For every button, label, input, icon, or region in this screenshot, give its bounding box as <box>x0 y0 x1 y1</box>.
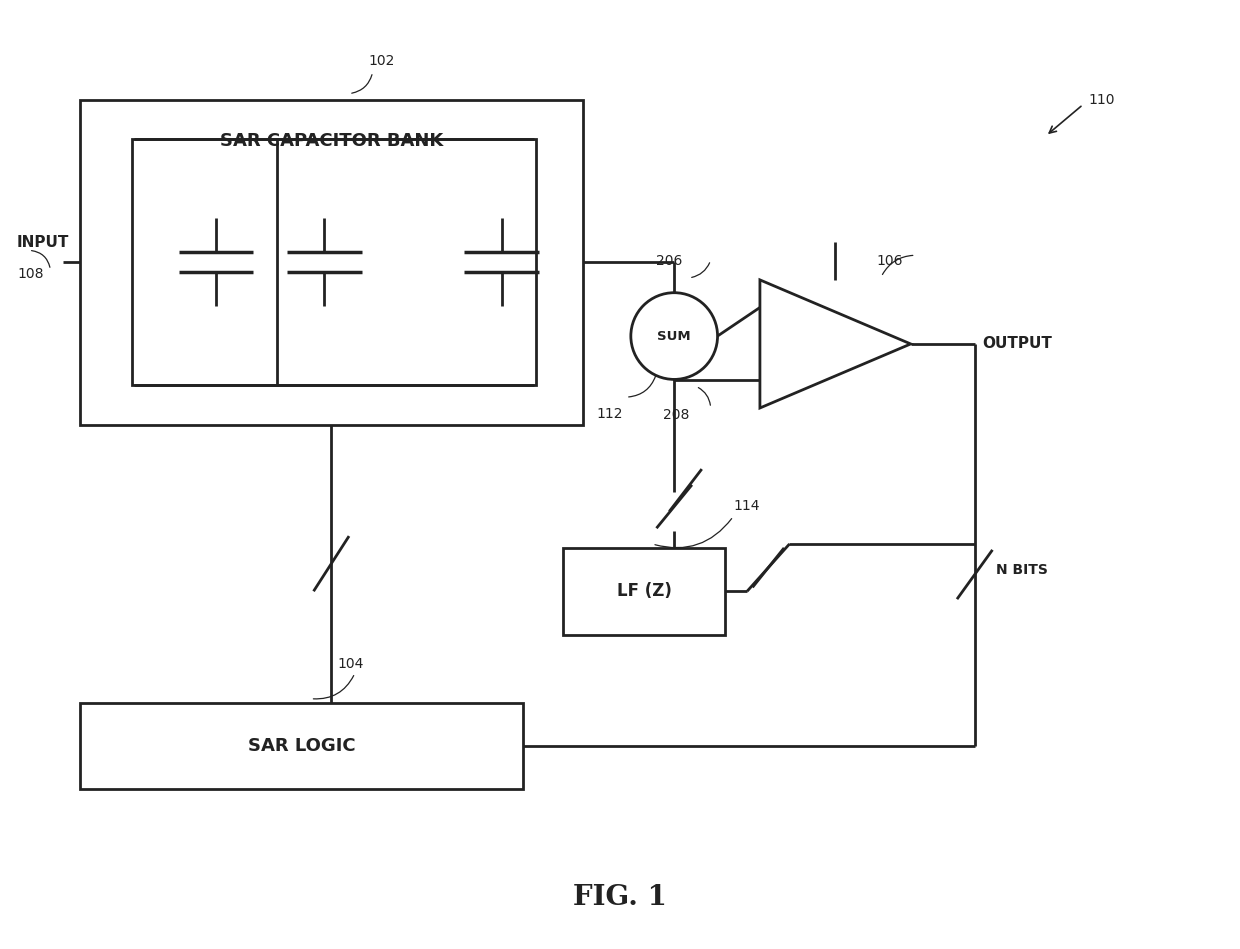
Bar <box>133 139 536 385</box>
Bar <box>563 548 725 635</box>
Text: SAR LOGIC: SAR LOGIC <box>248 737 356 755</box>
Text: 110: 110 <box>1087 93 1115 106</box>
Text: INPUT: INPUT <box>17 235 69 251</box>
Text: LF (Z): LF (Z) <box>616 583 672 601</box>
Text: 104: 104 <box>337 657 363 671</box>
Text: 208: 208 <box>663 408 689 422</box>
Text: SAR CAPACITOR BANK: SAR CAPACITOR BANK <box>219 132 443 150</box>
Bar <box>81 100 583 425</box>
Text: 206: 206 <box>656 254 683 268</box>
Text: 106: 106 <box>877 254 903 268</box>
Text: 112: 112 <box>596 407 622 421</box>
Text: OUTPUT: OUTPUT <box>982 337 1053 351</box>
Text: FIG. 1: FIG. 1 <box>573 884 667 911</box>
Polygon shape <box>760 280 910 408</box>
Text: SUM: SUM <box>657 329 691 343</box>
Bar <box>81 702 523 790</box>
Text: 102: 102 <box>368 54 396 68</box>
Text: 108: 108 <box>17 267 43 281</box>
Text: N BITS: N BITS <box>997 563 1048 577</box>
Circle shape <box>631 292 718 380</box>
Text: 114: 114 <box>733 499 760 513</box>
